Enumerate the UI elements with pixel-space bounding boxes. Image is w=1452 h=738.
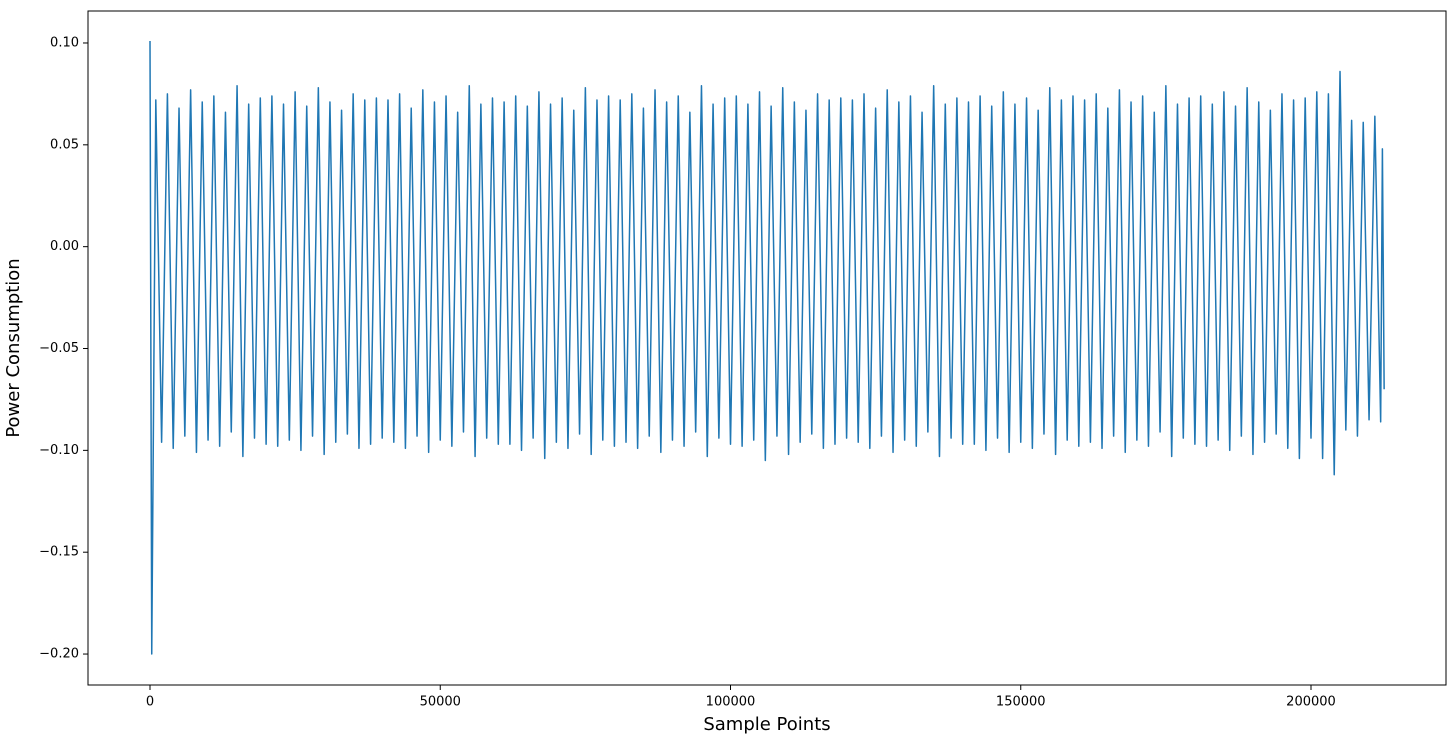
plot-frame xyxy=(87,10,1447,686)
y-tick-label: −0.05 xyxy=(39,341,79,356)
line-series xyxy=(149,40,1385,655)
y-tick-label: 0.10 xyxy=(50,35,79,50)
x-tick-label: 100000 xyxy=(706,695,756,710)
x-tick-label: 150000 xyxy=(996,695,1046,710)
y-tick-label: −0.15 xyxy=(39,545,79,560)
y-tick-label: 0.05 xyxy=(50,137,79,152)
y-axis-label: Power Consumption xyxy=(3,258,24,437)
x-tick-label: 50000 xyxy=(420,695,461,710)
y-tick-label: −0.10 xyxy=(39,443,79,458)
x-tick-label: 0 xyxy=(146,695,154,710)
y-tick-label: −0.20 xyxy=(39,647,79,662)
x-tick-label: 200000 xyxy=(1286,695,1336,710)
x-axis-label: Sample Points xyxy=(703,714,830,735)
y-tick-label: 0.00 xyxy=(50,239,79,254)
